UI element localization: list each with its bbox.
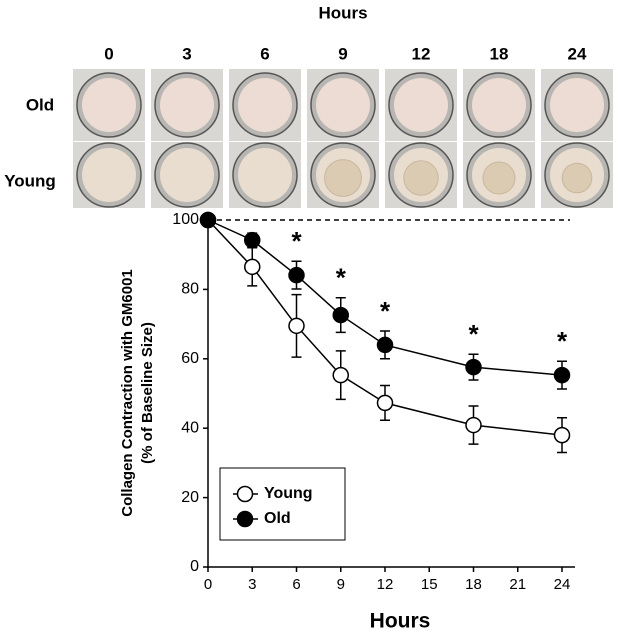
well (160, 78, 214, 132)
x-tick-label: 6 (292, 576, 300, 593)
gel (403, 160, 439, 196)
well (238, 78, 292, 132)
y-tick-label: 40 (181, 419, 199, 436)
x-tick-label: 12 (377, 576, 394, 593)
x-tick-label: 15 (421, 576, 438, 593)
well (316, 78, 370, 132)
well (550, 78, 604, 132)
x-tick-label: 18 (465, 576, 482, 593)
marker (553, 426, 571, 444)
marker (332, 306, 349, 324)
marker (244, 231, 261, 249)
y-tick-label: 0 (190, 558, 199, 575)
significance-mark: * (291, 226, 302, 256)
column-label: 12 (412, 44, 431, 63)
gel (482, 161, 516, 195)
well (82, 78, 136, 132)
column-label: 0 (104, 44, 113, 63)
significance-mark: * (557, 326, 568, 356)
photo-title: Hours (318, 3, 367, 22)
marker (288, 266, 305, 284)
marker (465, 358, 482, 376)
legend-marker (236, 485, 254, 503)
x-tick-label: 24 (554, 576, 571, 593)
legend-marker (236, 510, 254, 528)
marker (553, 366, 571, 384)
marker (465, 416, 482, 434)
gel (324, 159, 362, 197)
y-tick-label: 20 (181, 489, 199, 506)
legend-label: Old (264, 510, 291, 527)
x-axis-label: Hours (370, 610, 431, 633)
significance-mark: * (468, 319, 479, 349)
marker (332, 366, 349, 384)
column-label: 18 (490, 44, 509, 63)
significance-mark: * (336, 263, 347, 293)
column-label: 9 (338, 44, 347, 63)
y-tick-label: 60 (181, 350, 199, 367)
legend-label: Young (264, 485, 313, 502)
well (160, 148, 214, 202)
column-label: 24 (568, 44, 587, 63)
well (394, 78, 448, 132)
x-tick-label: 9 (337, 576, 345, 593)
y-tick-label: 100 (172, 211, 199, 228)
row-label: Young (4, 171, 56, 190)
y-tick-label: 80 (181, 281, 199, 298)
well (238, 148, 292, 202)
marker (376, 394, 394, 412)
legend-box (219, 467, 346, 541)
y-axis-label: Collagen Contraction with GM6001 (119, 269, 136, 517)
x-tick-label: 21 (509, 576, 526, 593)
x-tick-label: 3 (248, 576, 256, 593)
column-label: 6 (260, 44, 269, 63)
marker (244, 258, 261, 276)
gel (561, 162, 593, 194)
well (472, 78, 526, 132)
row-label: Old (26, 95, 54, 114)
x-tick-label: 0 (204, 576, 212, 593)
marker (376, 336, 394, 354)
well (82, 148, 136, 202)
y-axis-label: (% of Baseline Size) (139, 322, 156, 464)
column-label: 3 (182, 44, 191, 63)
marker (199, 211, 217, 229)
marker (288, 317, 305, 335)
significance-mark: * (380, 296, 391, 326)
